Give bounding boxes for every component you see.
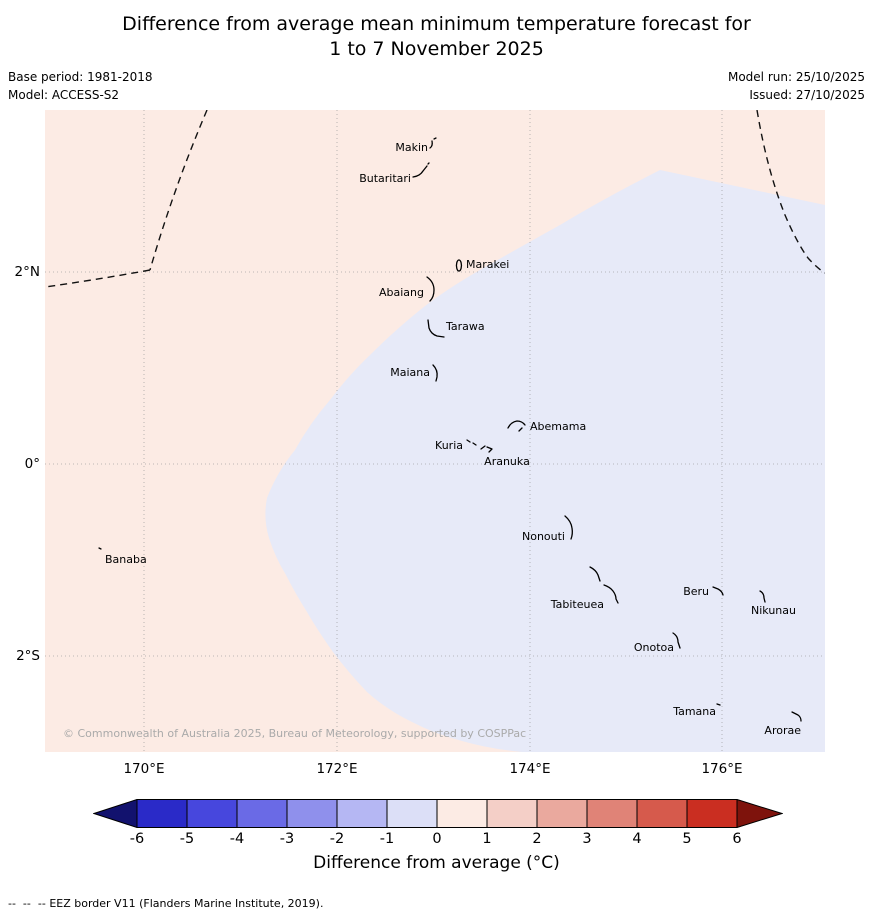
colorbar-cell	[586, 799, 638, 828]
colorbar-tick-label: 2	[532, 831, 542, 847]
eez-dash-symbol: -- -- --	[8, 897, 46, 910]
title-line-1: Difference from average mean minimum tem…	[122, 13, 751, 35]
eez-border-lines	[45, 110, 825, 288]
colorbar-cell	[636, 799, 688, 828]
base-period-text: Base period: 1981-2018	[8, 70, 153, 84]
eez-line-northwest	[149, 110, 208, 271]
island-marker-aranuka	[480, 445, 493, 453]
island-label-nikunau: Nikunau	[751, 604, 796, 617]
islands-layer: Makin Butaritari Marakei Abaiang Tarawa Maian…	[98, 137, 802, 737]
island-label-aranuka: Aranuka	[484, 455, 530, 468]
colorbar-tick-label: 0	[432, 831, 442, 847]
lon-tick-label: 172°E	[316, 761, 358, 777]
island-marker-tarawa	[427, 319, 445, 338]
island-marker-beru	[712, 586, 724, 596]
island-label-tarawa: Tarawa	[445, 320, 485, 333]
colorbar-cell	[386, 799, 438, 828]
model-run-text: Model run: 25/10/2025	[727, 70, 865, 84]
lat-tick-label: 2°S	[16, 648, 40, 664]
eez-footnote: -- -- -- EEZ border V11 (Flanders Marine…	[8, 897, 323, 910]
map-area: Makin Butaritari Marakei Abaiang Tarawa Maian…	[45, 110, 825, 752]
island-marker-onotoa	[672, 632, 681, 649]
island-label-nonouti: Nonouti	[522, 530, 565, 543]
colorbar-tick-label: -5	[179, 831, 195, 847]
island-label-tabiteuea: Tabiteuea	[550, 598, 604, 611]
colorbar-cell	[136, 799, 188, 828]
colorbar-tick-label: 6	[732, 831, 742, 847]
colorbar-cell	[236, 799, 288, 828]
meta-left: Base period: 1981-2018 Model: ACCESS-S2	[8, 68, 153, 104]
island-marker-marakei	[455, 259, 463, 272]
negative-anomaly-region	[265, 170, 825, 752]
island-marker-kuria	[466, 439, 477, 446]
colorbar-arrow-left	[93, 799, 138, 828]
island-marker-maiana	[432, 364, 438, 382]
colorbar-label: Difference from average (°C)	[313, 853, 560, 873]
island-label-abemama: Abemama	[530, 420, 586, 433]
colorbar-arrow-right	[736, 799, 783, 828]
island-marker-abemama	[507, 420, 526, 432]
island-label-abaiang: Abaiang	[379, 286, 424, 299]
colorbar-cell	[536, 799, 588, 828]
title-line-2: 1 to 7 November 2025	[329, 38, 544, 60]
island-marker-butaritari	[412, 162, 430, 178]
island-marker-arorae	[791, 711, 802, 722]
island-marker-tamana	[716, 703, 721, 706]
lat-tick-label: 0°	[24, 456, 40, 472]
figure-title: Difference from average mean minimum tem…	[0, 12, 873, 62]
colorbar-tick-label: -3	[279, 831, 295, 847]
island-label-butaritari: Butaritari	[359, 172, 411, 185]
colorbar	[93, 799, 783, 828]
colorbar-tick-label: -4	[229, 831, 245, 847]
model-text: Model: ACCESS-S2	[8, 88, 120, 102]
colorbar-cell	[286, 799, 338, 828]
island-marker-nonouti	[564, 515, 573, 540]
colorbar-tick-label: 3	[582, 831, 592, 847]
colorbar-tick-label: 4	[632, 831, 642, 847]
island-marker-makin	[429, 137, 437, 149]
island-label-maiana: Maiana	[390, 366, 430, 379]
colorbar-tick-label: -2	[329, 831, 345, 847]
eez-line-northeast	[756, 110, 825, 274]
eez-footnote-text: EEZ border V11 (Flanders Marine Institut…	[49, 897, 324, 910]
island-marker-abaiang	[426, 276, 435, 302]
island-label-makin: Makin	[395, 141, 428, 154]
meta-right: Model run: 25/10/2025 Issued: 27/10/2025	[728, 68, 865, 104]
colorbar-cell	[436, 799, 488, 828]
lon-tick-label: 176°E	[701, 761, 743, 777]
colorbar-cell	[336, 799, 388, 828]
island-label-beru: Beru	[683, 585, 709, 598]
island-marker-banaba	[98, 547, 102, 550]
lon-tick-label: 170°E	[123, 761, 165, 777]
colorbar-tick-label: -1	[379, 831, 395, 847]
island-label-tamana: Tamana	[672, 705, 716, 718]
island-label-marakei: Marakei	[466, 258, 509, 271]
copyright-text: © Commonwealth of Australia 2025, Bureau…	[63, 727, 527, 740]
eez-line-west	[45, 269, 151, 288]
island-label-kuria: Kuria	[435, 439, 463, 452]
island-marker-tabiteuea	[589, 566, 619, 604]
lat-tick-label: 2°N	[14, 264, 40, 280]
lon-tick-label: 174°E	[509, 761, 551, 777]
colorbar-cell	[486, 799, 538, 828]
colorbar-cell	[686, 799, 738, 828]
issued-text: Issued: 27/10/2025	[749, 88, 865, 102]
colorbar-tick-label: -6	[129, 831, 145, 847]
island-label-banaba: Banaba	[105, 553, 147, 566]
island-marker-nikunau	[759, 590, 766, 603]
colorbar-tick-label: 1	[482, 831, 492, 847]
colorbar-cell	[186, 799, 238, 828]
colorbar-tick-label: 5	[682, 831, 692, 847]
island-label-onotoa: Onotoa	[634, 641, 674, 654]
map-canvas: Makin Butaritari Marakei Abaiang Tarawa Maian…	[45, 110, 825, 752]
island-label-arorae: Arorae	[764, 724, 801, 737]
